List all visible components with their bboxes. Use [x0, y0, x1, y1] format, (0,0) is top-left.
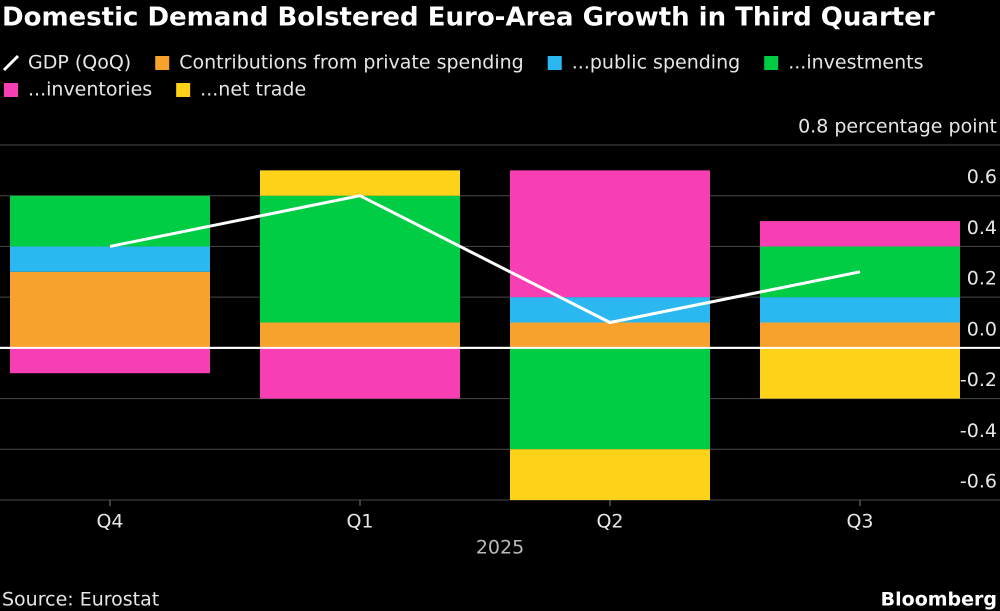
legend-label: ...investments [788, 52, 923, 74]
legend-item: ...net trade [176, 79, 306, 101]
bar-segment [260, 347, 460, 399]
source: Source: Eurostat [2, 589, 159, 611]
y-tick-label: -0.2 [960, 369, 997, 391]
legend-item: ...investments [764, 52, 924, 74]
legend-label: ...public spending [572, 52, 740, 74]
y-tick-label: -0.6 [960, 471, 997, 493]
bar-segment [510, 449, 710, 500]
brand: Bloomberg [881, 589, 997, 611]
bar-segment [10, 271, 210, 348]
bar-segment [510, 170, 710, 298]
bar-segment [760, 322, 960, 348]
x-tick-label: Q2 [596, 511, 623, 533]
bar-segment [10, 246, 210, 272]
bar-segment [510, 322, 710, 348]
legend-label: ...inventories [28, 79, 152, 101]
legend-swatch [4, 83, 18, 97]
y-tick-label: 0.2 [967, 268, 997, 290]
gdp-line [109, 194, 861, 325]
bar-segment [260, 195, 460, 323]
legend-label: ...net trade [200, 79, 306, 101]
legend-swatch [155, 56, 170, 70]
x-axis-label: 2025 [476, 537, 524, 559]
y-tick-label: 0.6 [967, 166, 997, 188]
legend-swatch [2, 54, 20, 72]
bar-segment [10, 195, 210, 247]
y-tick-label: 0.8 percentage point [798, 116, 997, 138]
y-tick-label: 0.0 [967, 318, 997, 340]
bar-segment [760, 297, 960, 323]
bar-segment [760, 221, 960, 247]
x-tick-label: Q4 [96, 511, 123, 533]
x-tick-label: Q1 [346, 511, 373, 533]
chart-title: Domestic Demand Bolstered Euro-Area Grow… [2, 3, 935, 33]
legend-swatch [764, 56, 779, 70]
bar-segment [510, 347, 710, 450]
bar-segment [260, 170, 460, 196]
x-tick-label: Q3 [846, 511, 873, 533]
bar-segment [10, 347, 210, 374]
legend-item: Contributions from private spending [155, 52, 524, 74]
legend-label: Contributions from private spending [179, 52, 524, 74]
legend-swatch [176, 83, 191, 97]
y-tick-label: 0.4 [967, 217, 997, 239]
bar-segment [260, 322, 460, 348]
legend-item: ...inventories [4, 79, 152, 101]
legend-item: ...public spending [547, 52, 740, 74]
legend-swatch [547, 56, 562, 70]
y-tick-label: -0.4 [960, 420, 997, 442]
bar-segment [760, 347, 960, 399]
legend-item: GDP (QoQ) [2, 52, 131, 74]
legend-label: GDP (QoQ) [28, 52, 131, 74]
